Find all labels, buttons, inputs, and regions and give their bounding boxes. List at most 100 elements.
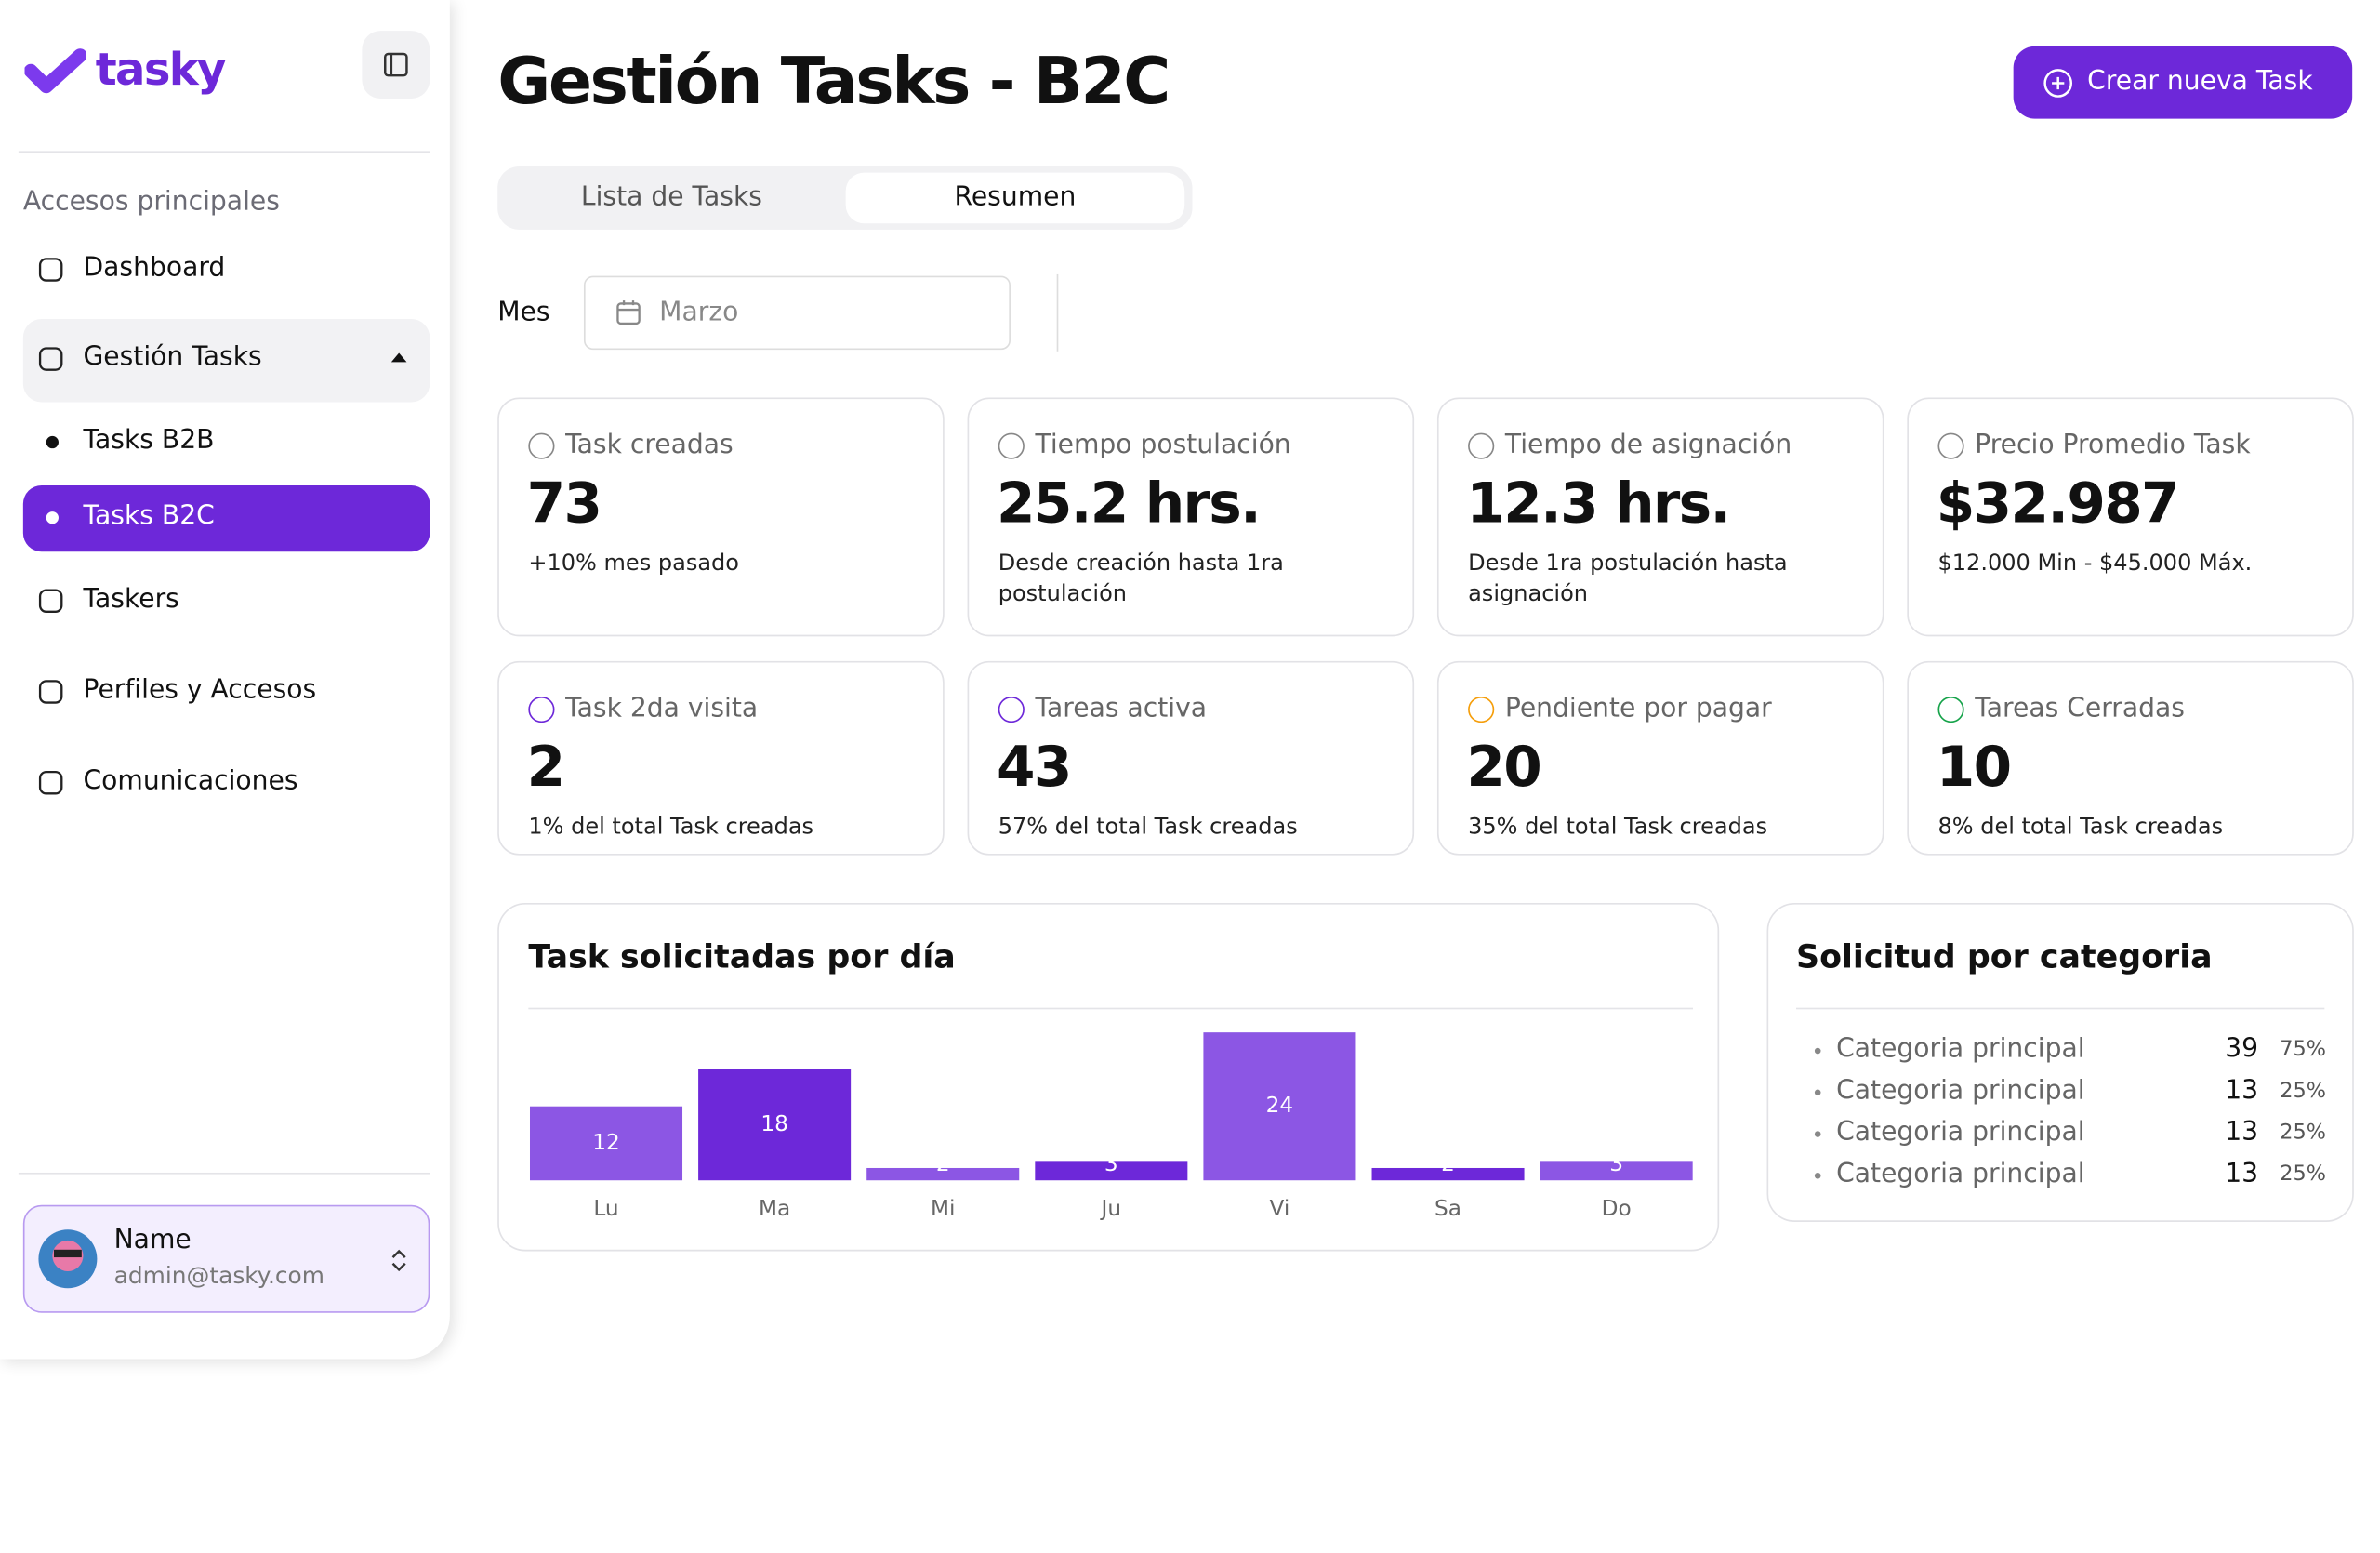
bar [529, 1106, 683, 1181]
stat-card: Task 2da visita 2 1% del total Task creada… [497, 660, 945, 856]
bar-label: 12 [592, 1130, 620, 1155]
x-tick-label: Mi [931, 1196, 955, 1221]
logo-icon [24, 48, 86, 94]
stat-title: Task 2da visita [565, 693, 759, 724]
stat-icon [1468, 432, 1495, 459]
category-name: Categoria principal [1836, 1117, 2085, 1148]
stat-note: 57% del total Task creadas [998, 815, 1298, 841]
stat-icon [528, 696, 555, 723]
nav-item[interactable]: Dashboard [83, 252, 226, 284]
category-card: Solicitud por categoria Categoria princi… [1766, 902, 2354, 1222]
nav-item[interactable]: Tasks B2B [83, 425, 215, 457]
bar [866, 1167, 1020, 1181]
category-count: 13 [2225, 1159, 2259, 1190]
nav-item[interactable]: Perfiles y Accesos [83, 674, 317, 706]
x-tick-label: Ma [759, 1196, 790, 1221]
stat-value: 20 [1466, 737, 1541, 800]
stat-note: $12.000 Min - $45.000 Máx. [1937, 551, 2253, 577]
stat-icon [1468, 696, 1495, 723]
x-tick-label: Vi [1270, 1196, 1290, 1221]
nav-icon [38, 770, 63, 795]
stat-value: 73 [526, 472, 602, 537]
divider [528, 1007, 1693, 1010]
bar-chart: 12 Lu 18 Ma 2 Mi 3 Ju 24 Vi 2 Sa 3 Do [529, 1032, 1693, 1221]
stat-card: Pendiente por pagar 20 35% del total Task … [1436, 660, 1884, 856]
stat-title: Pendiente por pagar [1504, 693, 1772, 724]
divider [18, 151, 430, 153]
create-button[interactable]: Crear nueva Task [2013, 46, 2353, 119]
nav-bullet [46, 511, 59, 524]
page-title: Gestión Tasks - B2C [497, 43, 1170, 119]
chart-title: Task solicitadas por día [528, 938, 956, 976]
stat-title: Tiempo de asignación [1504, 430, 1792, 461]
bar-label: 2 [1441, 1151, 1455, 1176]
month-picker[interactable]: Marzo [583, 275, 1011, 351]
bar-label: 24 [1266, 1093, 1294, 1118]
tabs: Lista de Tasks Resumen [497, 166, 1193, 230]
category-count: 39 [2225, 1033, 2259, 1065]
category-name: Categoria principal [1836, 1033, 2085, 1065]
category-name: Categoria principal [1836, 1159, 2085, 1190]
user-menu[interactable]: Name admin@tasky.com [22, 1204, 430, 1313]
nav-bullet [46, 435, 59, 449]
nav-icon [38, 589, 63, 613]
nav-active[interactable] [22, 484, 430, 552]
bar [1035, 1161, 1188, 1181]
bar-label: 18 [760, 1111, 788, 1136]
bar-label: 2 [936, 1151, 950, 1176]
x-tick-label: Ju [1100, 1196, 1122, 1221]
bar-label: 3 [1104, 1151, 1118, 1176]
divider [18, 1172, 430, 1175]
user-name: Name [113, 1225, 192, 1256]
stat-icon [998, 432, 1025, 459]
category-count: 13 [2225, 1075, 2259, 1107]
stat-card: Precio Promedio Task $32.987 $12.000 Min -… [1907, 397, 2354, 637]
stat-value: 43 [997, 737, 1072, 800]
separator [1056, 273, 1059, 352]
user-email: admin@tasky.com [113, 1262, 324, 1290]
x-tick-label: Do [1602, 1196, 1632, 1221]
stat-icon [1937, 432, 1964, 459]
bar [1203, 1032, 1356, 1181]
tab[interactable]: Lista de Tasks [580, 181, 762, 213]
stat-note: 8% del total Task creadas [1937, 815, 2224, 841]
tab-active[interactable]: Resumen [845, 172, 1185, 224]
x-tick-label: Lu [593, 1196, 618, 1221]
stat-value: $32.987 [1936, 472, 2180, 537]
nav-item[interactable]: Gestión Tasks [83, 341, 262, 373]
stat-title: Tiempo postulación [1035, 430, 1291, 461]
create-button-label: Crear nueva Task [2087, 66, 2313, 98]
stat-icon [528, 432, 555, 459]
bar-label: 3 [1609, 1151, 1623, 1176]
category-name: Categoria principal [1836, 1075, 2085, 1107]
stat-note: +10% mes pasado [528, 551, 740, 577]
stat-icon [1937, 696, 1964, 723]
stat-value: 2 [526, 737, 566, 800]
category-title: Solicitud por categoria [1796, 938, 2213, 976]
stat-note: Desde 1ra postulación hasta asignación [1468, 551, 1788, 607]
collapse-button[interactable] [362, 31, 430, 100]
bullet [1814, 1131, 1821, 1137]
avatar [38, 1229, 98, 1289]
filter-label: Mes [497, 297, 550, 328]
nav-item[interactable]: Comunicaciones [83, 765, 298, 797]
x-tick-label: Sa [1435, 1196, 1461, 1221]
nav-group[interactable] [22, 318, 430, 403]
stat-note: 1% del total Task creadas [528, 815, 814, 841]
stat-title: Task creadas [565, 430, 734, 461]
nav-item[interactable]: Tasks B2C [83, 500, 215, 532]
divider [1796, 1007, 2325, 1010]
category-percent: 25% [2280, 1161, 2327, 1187]
chart-card: Task solicitadas por día 12 Lu 18 Ma 2 Mi 3 Ju 2… [497, 902, 1720, 1252]
stat-value: 10 [1936, 737, 2012, 800]
month-value: Marzo [659, 297, 739, 328]
stat-card: Tareas activa 43 57% del total Task creada… [967, 660, 1415, 856]
stat-title: Precio Promedio Task [1975, 430, 2251, 461]
nav-item[interactable]: Taskers [83, 583, 179, 616]
stat-card: Tiempo postulación 25.2 hrs. Desde creació… [967, 397, 1415, 637]
bar [1540, 1161, 1693, 1181]
nav-caret [390, 352, 407, 363]
bullet [1814, 1089, 1821, 1096]
